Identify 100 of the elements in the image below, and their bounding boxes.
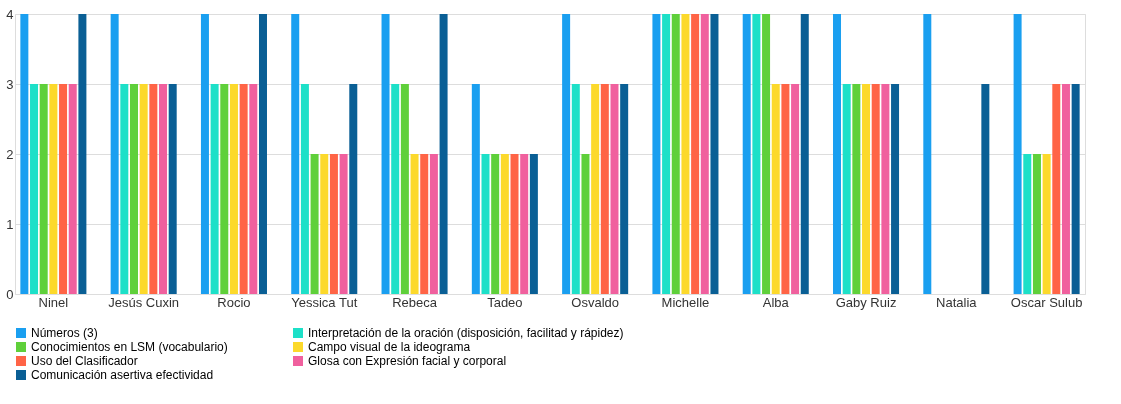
legend-label: Interpretación de la oración (disposición, facilitad y rápidez) (308, 326, 624, 340)
bar (852, 84, 861, 294)
y-tick-label: 2 (6, 146, 14, 162)
y-tick-label: 0 (6, 286, 14, 302)
bar (571, 84, 580, 294)
bar (78, 14, 87, 294)
bar (833, 14, 842, 294)
bar (1032, 154, 1041, 294)
bar (862, 84, 871, 294)
bar (562, 14, 571, 294)
bar (481, 154, 490, 294)
bar (700, 14, 709, 294)
x-tick-label: Jesús Cuxin (108, 294, 180, 310)
bar (620, 84, 629, 294)
x-tick-label: Tadeo (487, 294, 523, 310)
bar (520, 154, 529, 294)
bar (600, 84, 609, 294)
bar (981, 84, 990, 294)
y-tick-label: 4 (6, 6, 14, 22)
bar (258, 14, 267, 294)
bar (159, 84, 168, 294)
bar (1013, 14, 1022, 294)
bar (149, 84, 158, 294)
bar (510, 154, 519, 294)
bar (239, 84, 248, 294)
bar (1052, 84, 1061, 294)
x-tick-label: Rocio (217, 294, 251, 310)
bar (891, 84, 900, 294)
x-tick-label: Osvaldo (571, 294, 619, 310)
bar (662, 14, 671, 294)
bar (842, 84, 851, 294)
x-tick-label: Yessica Tut (291, 294, 358, 310)
legend-label: Uso del Clasificador (31, 354, 138, 368)
bar (771, 84, 780, 294)
bar (1042, 154, 1051, 294)
bar (68, 84, 77, 294)
bar (381, 14, 390, 294)
bar (471, 84, 480, 294)
bar (249, 84, 258, 294)
bar (320, 154, 329, 294)
legend-label: Campo visual de la ideograma (308, 340, 471, 354)
bar (110, 14, 119, 294)
bar (49, 84, 58, 294)
bar (59, 84, 68, 294)
bar (439, 14, 448, 294)
x-tick-label: Gaby Ruiz (835, 294, 897, 310)
bar (671, 14, 680, 294)
y-tick-label: 3 (6, 76, 14, 92)
legend-label: Conocimientos en LSM (vocabulario) (31, 340, 228, 354)
bar (329, 154, 338, 294)
legend-label: Glosa con Expresión facial y corporal (308, 354, 507, 368)
bar (491, 154, 500, 294)
bar (791, 84, 800, 294)
bar (742, 14, 751, 294)
bar (781, 84, 790, 294)
bar (120, 84, 129, 294)
bar (681, 14, 690, 294)
bar (752, 14, 761, 294)
bar (1071, 84, 1080, 294)
x-tick-label: Ninel (38, 294, 69, 310)
x-tick-label: Michelle (661, 294, 710, 310)
bar (291, 14, 300, 294)
x-tick-label: Rebeca (392, 294, 438, 310)
x-tick-label: Oscar Sulub (1010, 294, 1083, 310)
bar (30, 84, 39, 294)
x-tick-label: Natalia (936, 294, 978, 310)
bar (1061, 84, 1070, 294)
bar (591, 84, 600, 294)
bar (168, 84, 177, 294)
bar (210, 84, 219, 294)
bar (420, 154, 429, 294)
bar (529, 154, 538, 294)
bar (229, 84, 238, 294)
bar (691, 14, 700, 294)
x-tick-label: Alba (762, 294, 790, 310)
bar (500, 154, 509, 294)
y-tick-label: 1 (6, 216, 14, 232)
bar (429, 154, 438, 294)
bar (300, 84, 309, 294)
bar (310, 154, 319, 294)
bar (139, 84, 148, 294)
bar (349, 84, 358, 294)
legend-label: Números (3) (31, 326, 98, 340)
legend-label: Comunicación asertiva efectividad (31, 368, 214, 382)
bar (339, 154, 348, 294)
bar (1023, 154, 1032, 294)
bar (410, 154, 419, 294)
bar (20, 14, 29, 294)
bar (871, 84, 880, 294)
bar (762, 14, 771, 294)
bar (391, 84, 400, 294)
bar (652, 14, 661, 294)
bar (881, 84, 890, 294)
bar (610, 84, 619, 294)
bar (710, 14, 719, 294)
bar (923, 14, 932, 294)
bar (130, 84, 138, 294)
bar (39, 84, 48, 294)
bar (581, 154, 590, 294)
bar (400, 84, 409, 294)
